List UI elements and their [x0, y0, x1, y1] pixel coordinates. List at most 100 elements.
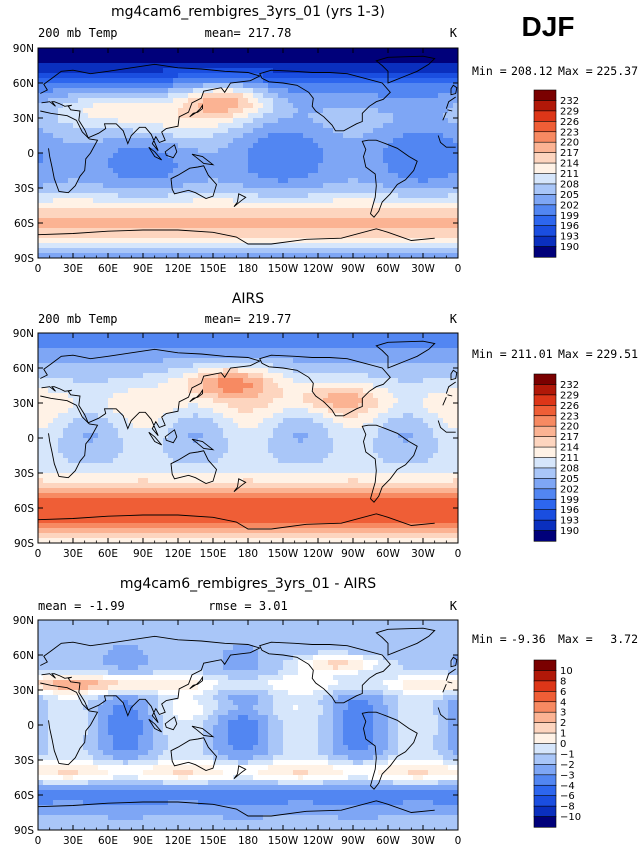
colorbar-level-label: 208	[560, 463, 579, 474]
coastline-path	[38, 228, 435, 245]
colorbar-level-label: 217	[560, 148, 579, 159]
colorbar-box	[533, 110, 557, 122]
coastline-path	[164, 716, 178, 731]
colorbar-level-label: 193	[560, 516, 579, 527]
colorbar-level-label: 196	[560, 221, 579, 232]
colorbar-box	[533, 225, 557, 237]
lon-tick-label: 120E	[165, 835, 192, 847]
colorbar-level-label: 8	[560, 676, 566, 687]
coastlines	[38, 55, 458, 245]
coastline-path	[189, 388, 203, 403]
colorbar-level-label: −4	[560, 781, 575, 792]
coastline-path	[375, 55, 436, 84]
lon-tick-label: 150W	[268, 263, 299, 275]
colorbar-box	[533, 457, 557, 469]
colorbar-level-label: 220	[560, 138, 579, 149]
coastline-path	[164, 144, 178, 159]
colorbar-box	[533, 89, 557, 102]
colorbar-level-label: 232	[560, 380, 579, 391]
coastline-path	[40, 348, 456, 436]
colorbar-level-label: 211	[560, 453, 579, 464]
max-label: Max =	[558, 632, 593, 646]
lon-tick-label: 30W	[411, 548, 435, 560]
lon-tick-label: 60W	[376, 548, 400, 560]
colorbar-box	[533, 246, 557, 258]
colorbar-box	[533, 173, 557, 185]
coastline-path	[450, 656, 458, 668]
coastline-path	[40, 682, 456, 766]
colorbar-level-label: −10	[560, 812, 581, 823]
colorbar-box	[533, 141, 557, 154]
colorbar-box	[533, 488, 557, 500]
lat-tick-label: 90S	[14, 538, 34, 550]
colorbar-box	[533, 183, 557, 195]
colorbar-box	[533, 743, 557, 755]
colorbar-box	[533, 100, 557, 112]
colorbar-level-label: 232	[560, 96, 579, 107]
panel-center-label: rmse = 3.01	[208, 599, 287, 613]
coastline-path	[148, 718, 163, 733]
map-plot: 0 30E 60E 90E 120E 150E 180 150W 120W 90W 60W 30W 09…	[13, 43, 462, 275]
colorbar-level-label: 196	[560, 505, 579, 516]
lat-tick-label: 0	[27, 720, 34, 732]
colorbar-box	[533, 194, 557, 206]
lon-tick-label: 150W	[268, 548, 299, 560]
lon-tick-label: 180	[238, 548, 258, 560]
colorbar-level-label: 3	[560, 708, 566, 719]
field-shading	[38, 620, 458, 830]
colorbar-level-label: 229	[560, 390, 579, 401]
colorbar-level-label: 6	[560, 687, 566, 698]
lat-tick-label: 60S	[14, 790, 34, 802]
min-value: 208.12	[511, 64, 553, 78]
coastline-path	[40, 110, 456, 194]
coastline-path	[40, 63, 456, 151]
lon-tick-label: 30W	[411, 263, 435, 275]
colorbar-level-label: 214	[560, 159, 579, 170]
coastline-path	[170, 165, 218, 199]
lat-tick-label: 30N	[13, 113, 34, 125]
coastline-path	[164, 429, 178, 444]
colorbar-level-label: 226	[560, 401, 579, 412]
max-label: Max =	[558, 347, 593, 361]
coastlines	[38, 627, 458, 817]
season-label: DJF	[522, 11, 575, 42]
coastline-path	[191, 153, 215, 166]
coastline-path	[189, 675, 203, 690]
lat-tick-label: 90N	[13, 615, 34, 627]
colorbar-level-label: 205	[560, 474, 579, 485]
panel-left-label: 200 mb Temp	[38, 26, 117, 40]
colorbar-box	[533, 131, 557, 143]
colorbar-box	[533, 509, 557, 521]
lat-tick-label: 30S	[14, 468, 34, 480]
panel-difference: mg4cam6_rembigres_3yrs_01 - AIRS mean = …	[13, 576, 638, 847]
panel-left-label: mean = -1.99	[38, 599, 125, 613]
colorbar-box	[533, 732, 557, 745]
colorbar-level-label: 214	[560, 443, 579, 454]
coastline-path	[40, 635, 456, 723]
map-plot: 0 30E 60E 90E 120E 150E 180 150W 120W 90W 60W 30W 09…	[13, 328, 462, 560]
colorbar-box	[533, 670, 557, 682]
lon-tick-label: 90E	[133, 548, 153, 560]
colorbar-level-label: 199	[560, 495, 579, 506]
colorbar-box	[533, 446, 557, 459]
colorbar-box	[533, 530, 557, 542]
lat-tick-label: 90S	[14, 825, 34, 837]
colorbar-box	[533, 235, 557, 248]
lon-tick-label: 60E	[98, 263, 118, 275]
coastline-path	[233, 478, 247, 493]
lon-tick-label: 90W	[341, 835, 365, 847]
lon-tick-label: 30W	[411, 835, 435, 847]
lat-tick-label: 60S	[14, 503, 34, 515]
colorbar: 2322292262232202172142112082052021991961…	[533, 373, 579, 542]
lon-tick-label: 30E	[63, 548, 83, 560]
lon-tick-label: 60E	[98, 548, 118, 560]
lat-tick-label: 30N	[13, 398, 34, 410]
colorbar-box	[533, 467, 557, 479]
lon-tick-label: 60W	[376, 835, 400, 847]
colorbar-box	[533, 415, 557, 427]
lat-tick-label: 30S	[14, 183, 34, 195]
lon-tick-label: 150E	[200, 263, 227, 275]
coastline-path	[170, 450, 218, 484]
coastline-path	[259, 354, 391, 417]
